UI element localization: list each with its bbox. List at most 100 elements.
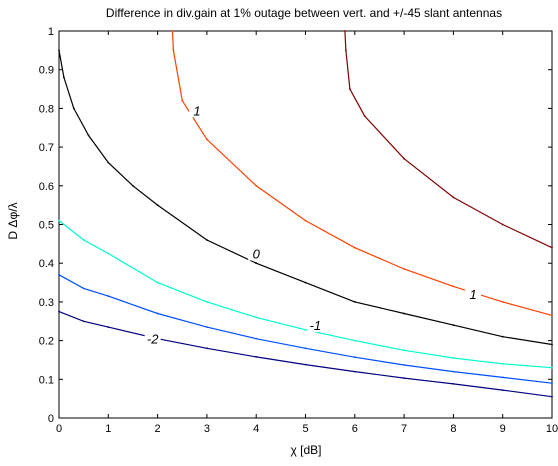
contour-point	[304, 281, 307, 284]
contour-point	[551, 246, 553, 249]
contour-point	[551, 395, 553, 398]
y-tick-label: 0.5	[39, 220, 54, 232]
y-tick-label: 0.6	[39, 181, 54, 193]
contour-label: 1	[193, 103, 200, 118]
contour-label-bg	[248, 246, 265, 261]
contour-point	[255, 356, 258, 358]
contour-point	[156, 204, 159, 207]
contour-point	[107, 295, 110, 297]
contour-point	[172, 49, 175, 52]
x-tick-label: 7	[401, 423, 407, 435]
contour-point	[255, 262, 258, 265]
contour-point	[452, 196, 455, 199]
contour-point	[501, 223, 504, 226]
contour-point	[403, 364, 405, 366]
contour-point	[156, 312, 159, 315]
contour-point	[353, 246, 356, 249]
contour-point	[82, 239, 85, 241]
x-tick-label: 3	[204, 423, 210, 435]
contour-point	[58, 219, 60, 222]
x-axis-title: χ [dB]	[291, 443, 322, 457]
contour-point	[363, 115, 366, 117]
contour-point	[353, 356, 356, 359]
contour-point	[255, 184, 258, 187]
contour-label: 0	[253, 246, 261, 261]
contour-point	[255, 316, 258, 319]
x-tick-label: 6	[352, 423, 358, 435]
contour-point	[344, 30, 346, 32]
y-tick-label: 0.8	[39, 103, 54, 115]
contour-point	[551, 366, 553, 369]
contour-point	[403, 349, 405, 352]
y-tick-label: 0.3	[39, 297, 54, 309]
contour-point	[304, 347, 307, 350]
x-tick-label: 9	[500, 423, 506, 435]
x-tick-label: 8	[450, 423, 456, 435]
y-tick-label: 0.9	[39, 65, 54, 77]
contour-point	[107, 326, 110, 328]
contour-point	[58, 310, 60, 313]
contour-point	[181, 99, 184, 102]
contour-line-5	[344, 30, 553, 249]
contour-point	[171, 30, 174, 32]
contour-point	[501, 335, 504, 338]
contour-point	[452, 285, 455, 288]
contour-point	[349, 88, 351, 90]
contour-label-bg	[189, 103, 206, 118]
contour-line-1	[58, 274, 553, 384]
x-tick-label: 2	[155, 423, 161, 435]
y-axis-title: D Δφ/λ	[6, 202, 20, 239]
contour-point	[304, 363, 307, 366]
contour-label: -1	[310, 318, 322, 333]
contour-label: 1	[470, 287, 477, 302]
contour-point	[501, 362, 504, 365]
contour-point	[58, 273, 60, 276]
contour-point	[304, 328, 307, 331]
contour-point	[345, 49, 347, 52]
contour-point	[206, 326, 208, 328]
ticks-layer: 0 1 2 3 4 5 6 7 8 9 1000.10.20.30.40.50.60.70.80.9…	[39, 26, 558, 435]
y-tick-label: 0.1	[39, 374, 54, 386]
contour-point	[87, 134, 90, 137]
contour-point	[206, 239, 208, 241]
contour-label-bg	[144, 331, 161, 346]
contour-point	[206, 347, 208, 350]
contour-point	[206, 301, 208, 303]
contour-point	[255, 337, 258, 340]
contour-point	[452, 370, 455, 373]
contour-point	[551, 382, 553, 385]
contour-point	[353, 339, 356, 342]
contour-label-bg	[307, 318, 324, 333]
y-tick-label: 0.2	[39, 336, 54, 348]
contour-line-2	[58, 220, 553, 369]
contour-point	[304, 219, 307, 222]
contour-point	[353, 301, 356, 303]
x-tick-label: 0	[56, 423, 62, 435]
x-tick-label: 10	[546, 423, 558, 435]
contour-point	[403, 268, 405, 270]
contour-point	[551, 314, 553, 317]
contour-point	[501, 376, 504, 379]
contour-point	[452, 357, 455, 359]
contour-point	[501, 301, 504, 303]
contour-point	[82, 287, 85, 290]
chart-title: Difference in div.gain at 1% outage betw…	[106, 6, 502, 20]
contour-point	[132, 184, 134, 187]
contour-point	[353, 370, 356, 373]
contour-label-bg	[465, 287, 482, 302]
contour-label: -2	[147, 332, 159, 347]
y-tick-label: 0.7	[39, 142, 54, 154]
contour-point	[63, 76, 65, 79]
contour-point	[403, 157, 405, 160]
contour-point	[72, 107, 75, 110]
contour-point	[403, 377, 405, 379]
contour-point	[58, 49, 60, 52]
contour-point	[206, 138, 208, 141]
contour-point	[403, 312, 405, 315]
contour-point	[551, 343, 553, 346]
contour-point	[82, 320, 85, 323]
contour-point	[156, 281, 159, 284]
x-tick-label: 5	[302, 423, 308, 435]
contour-point	[501, 389, 504, 391]
